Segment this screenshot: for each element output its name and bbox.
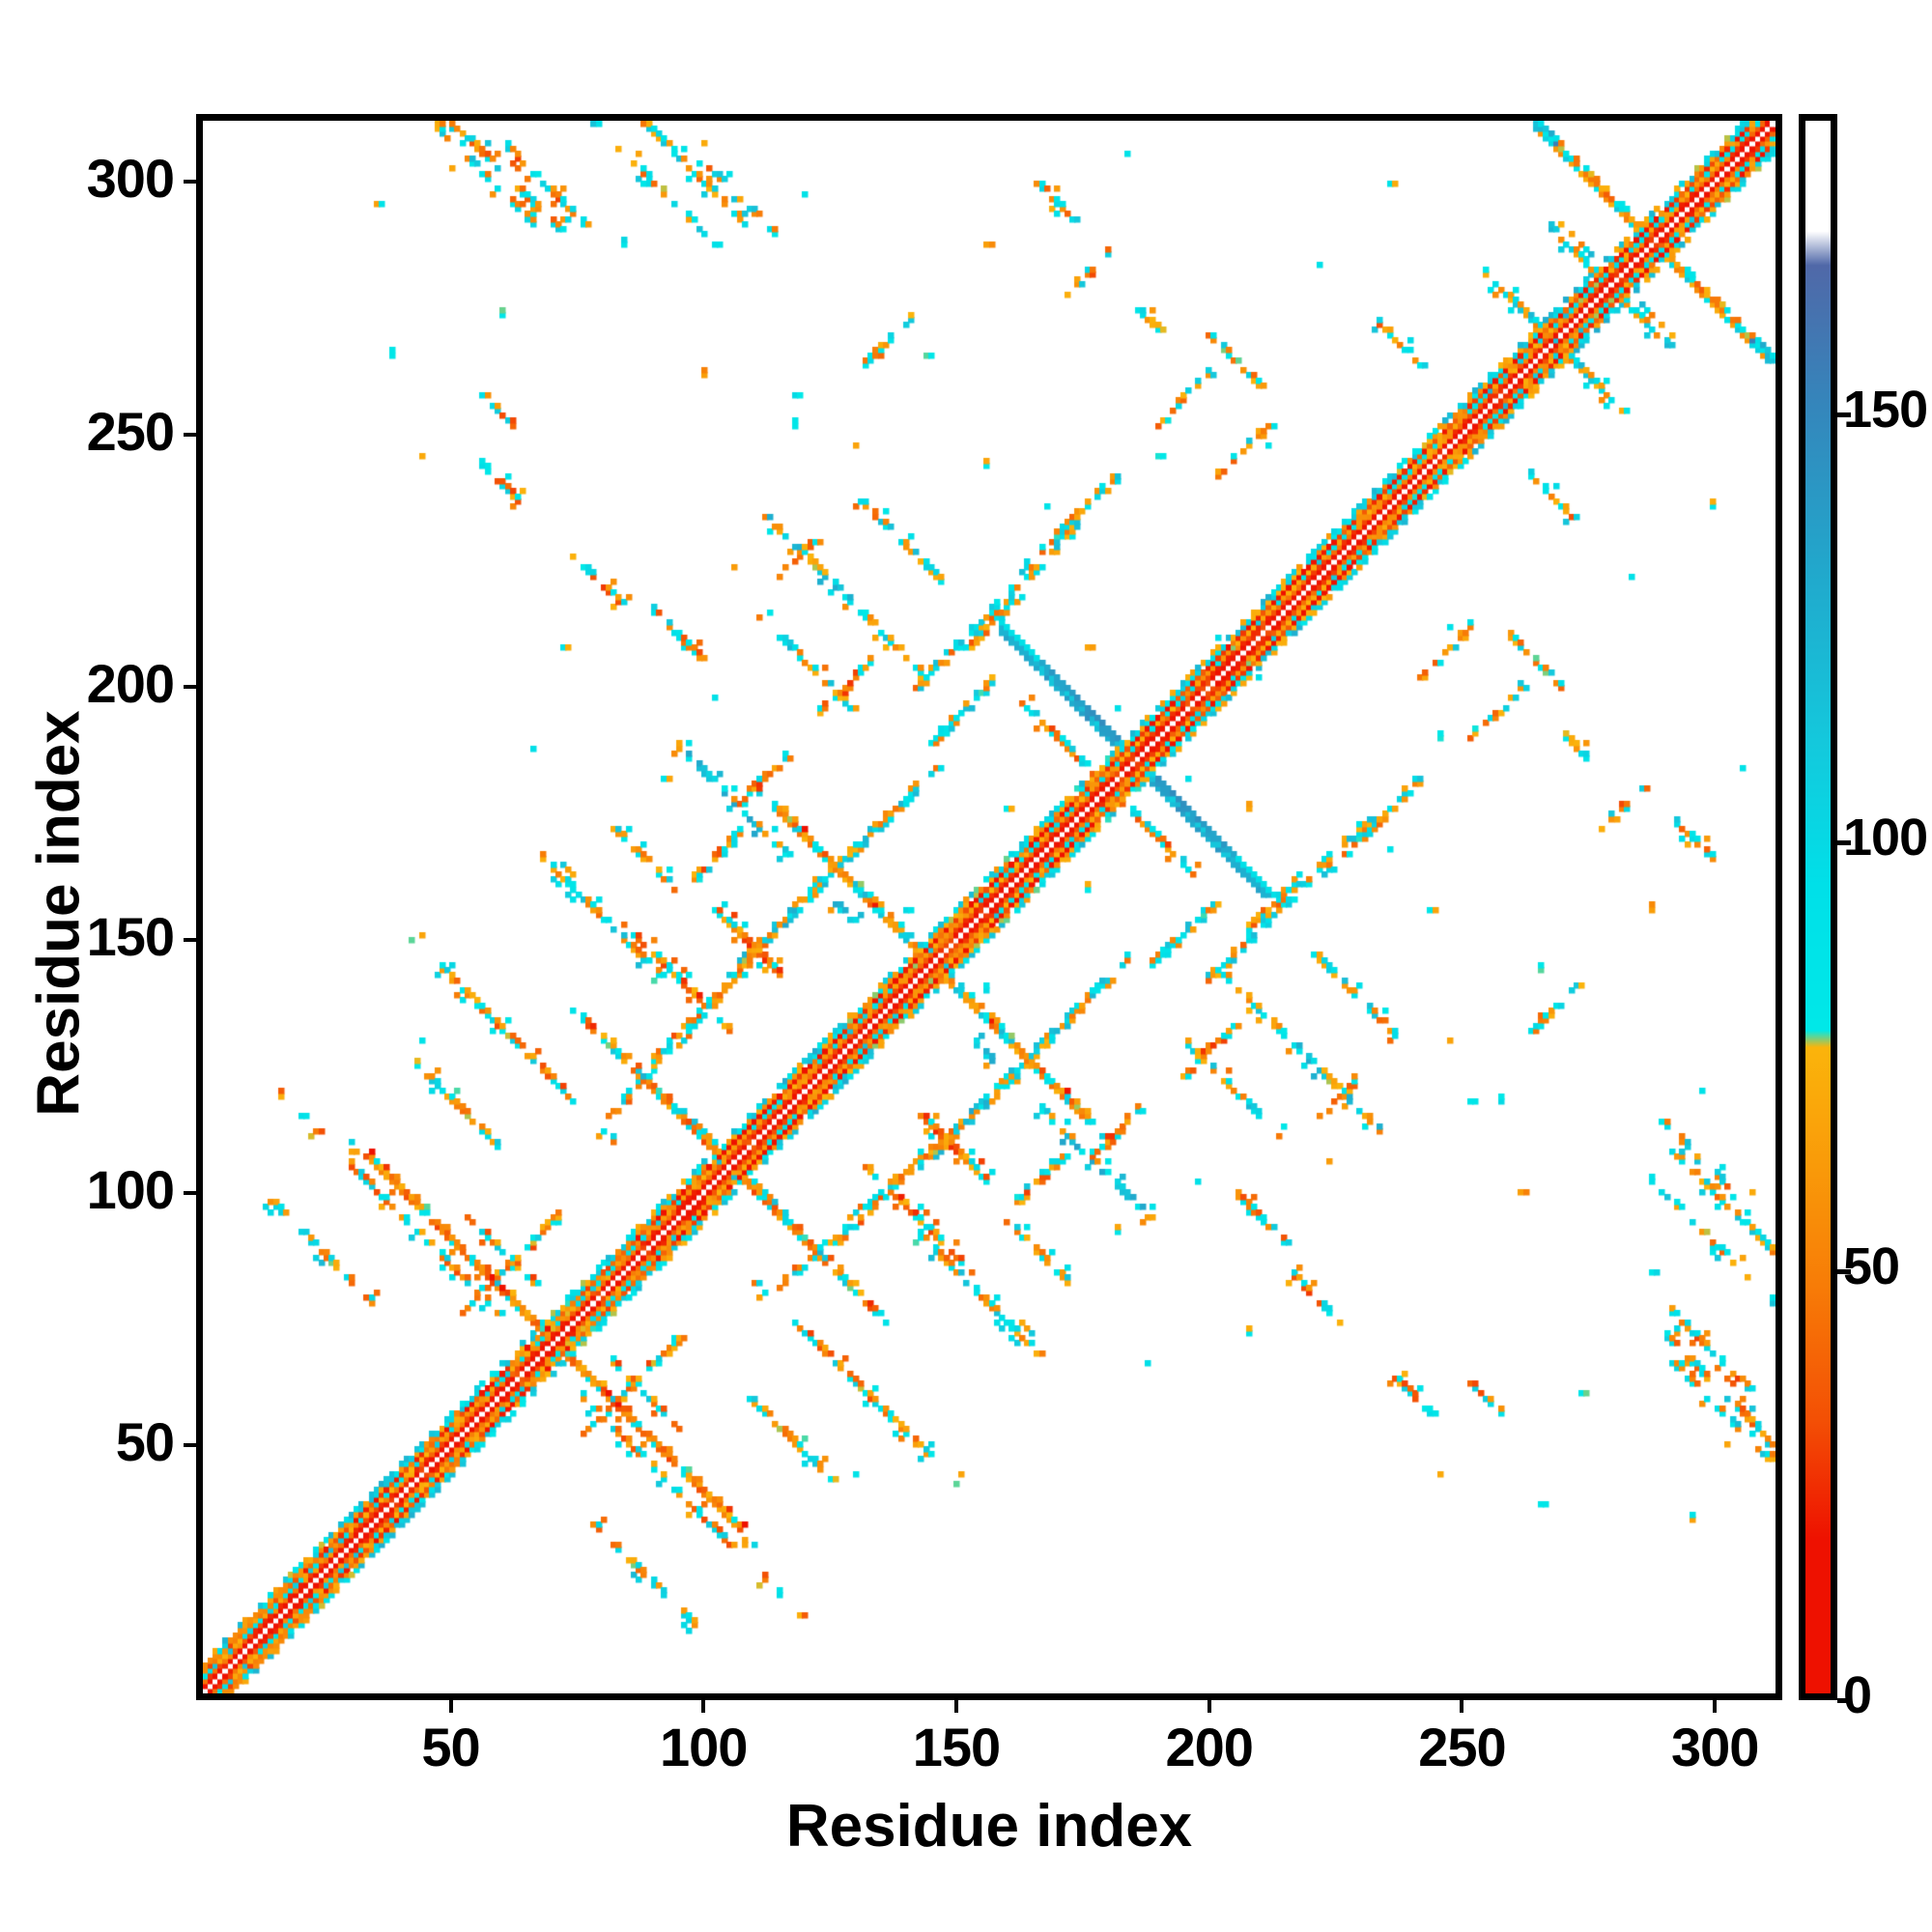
colorbar-tick-100 (1837, 840, 1851, 846)
x-tick-label-250: 250 (1418, 1717, 1506, 1777)
x-tick-50 (448, 1696, 453, 1713)
colorbar-gradient (1805, 121, 1831, 1693)
colorbar-tick-label-100: 100 (1843, 809, 1928, 867)
y-tick-300 (184, 179, 200, 184)
colorbar-tick-150 (1837, 412, 1851, 417)
colorbar-tick-50 (1837, 1269, 1851, 1275)
y-tick-50 (184, 1443, 200, 1448)
x-tick-250 (1460, 1696, 1464, 1713)
y-tick-label-300: 300 (86, 147, 175, 209)
y-tick-label-50: 50 (115, 1411, 175, 1473)
colorbar (1799, 114, 1837, 1700)
x-axis-title: Residue index (785, 1793, 1193, 1860)
y-axis-title: Residue index (25, 710, 93, 1117)
x-tick-100 (701, 1696, 706, 1713)
y-tick-label-150: 150 (86, 906, 175, 968)
y-tick-200 (184, 685, 200, 690)
x-tick-200 (1207, 1696, 1211, 1713)
y-tick-label-200: 200 (86, 653, 175, 715)
colorbar-tick-label-150: 150 (1843, 380, 1928, 439)
x-tick-label-300: 300 (1670, 1717, 1759, 1777)
colorbar-tick-0 (1837, 1698, 1851, 1703)
y-tick-label-250: 250 (86, 400, 175, 462)
x-tick-label-100: 100 (660, 1717, 748, 1777)
y-tick-150 (184, 938, 200, 943)
y-tick-label-100: 100 (86, 1158, 175, 1220)
x-tick-label-200: 200 (1165, 1717, 1253, 1777)
x-tick-300 (1713, 1696, 1718, 1713)
x-tick-label-50: 50 (421, 1717, 480, 1777)
y-tick-250 (184, 432, 200, 437)
y-tick-100 (184, 1190, 200, 1195)
plot-area (196, 114, 1782, 1700)
colorbar-tick-label-0: 0 (1843, 1666, 1872, 1724)
x-tick-150 (953, 1696, 958, 1713)
colorbar-tick-label-50: 50 (1843, 1237, 1900, 1296)
x-tick-label-150: 150 (912, 1717, 1001, 1777)
contact-map-heatmap (203, 121, 1776, 1693)
